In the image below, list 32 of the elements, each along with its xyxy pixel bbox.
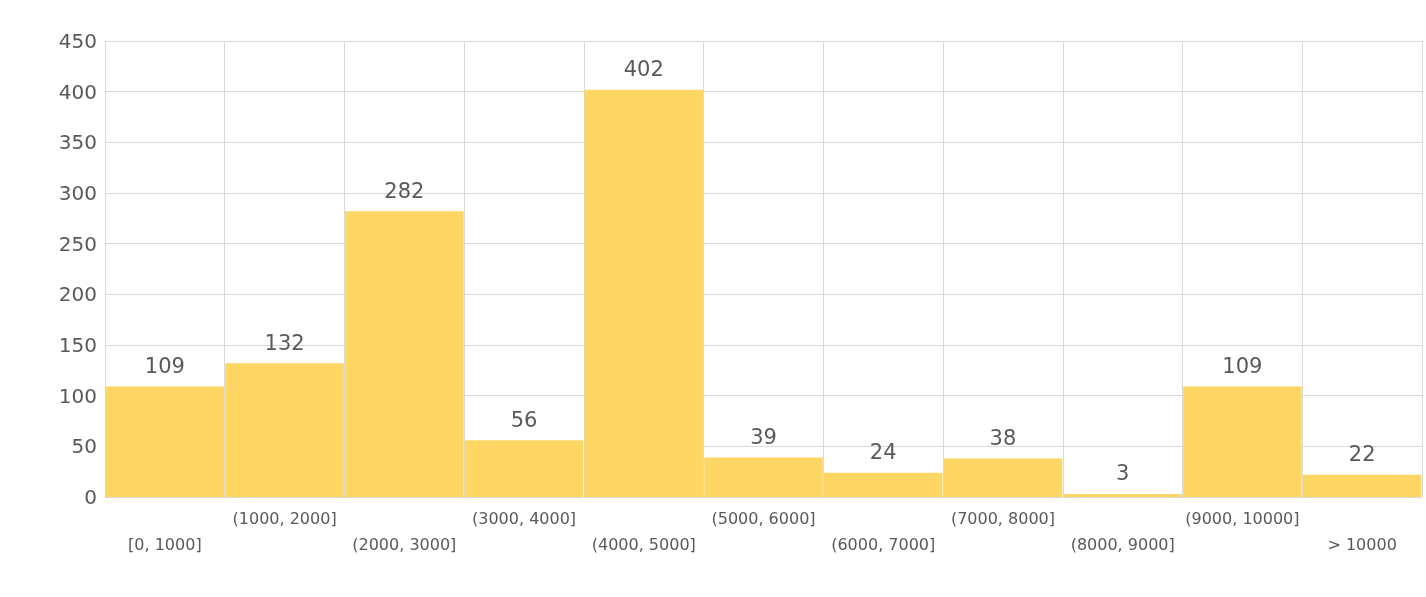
x-tick-label: (8000, 9000]: [1070, 534, 1175, 554]
x-tick-label: (6000, 7000]: [831, 534, 936, 554]
y-tick-label: 250: [58, 231, 97, 256]
data-label: 282: [384, 178, 425, 203]
y-tick-label: 350: [58, 130, 97, 155]
x-tick-label: (1000, 2000]: [232, 508, 337, 528]
x-tick-label: [0, 1000]: [128, 534, 202, 554]
data-label: 402: [623, 57, 664, 82]
data-label: 24: [869, 440, 897, 465]
x-tick-label: > 10000: [1327, 534, 1397, 554]
x-tick-label: (2000, 3000]: [352, 534, 457, 554]
data-label: 109: [144, 354, 185, 379]
data-label: 38: [989, 425, 1017, 450]
y-tick-label: 450: [58, 29, 97, 53]
y-tick-label: 100: [58, 383, 97, 408]
data-label: 22: [1348, 442, 1376, 467]
x-tick-label: (3000, 4000]: [472, 508, 577, 528]
data-label: 39: [750, 424, 777, 449]
x-tick-label: (9000, 10000]: [1185, 508, 1300, 528]
y-tick-label: 300: [58, 181, 97, 205]
x-tick-label: (5000, 6000]: [711, 508, 816, 528]
x-tick-label: (7000, 8000]: [950, 508, 1055, 528]
y-tick-label: 400: [58, 79, 97, 104]
data-label: 109: [1222, 354, 1263, 379]
y-tick-label: 200: [58, 282, 97, 307]
x-tick-label: (4000, 5000]: [591, 534, 696, 554]
data-label: 56: [510, 407, 538, 432]
y-tick-label: 50: [71, 434, 97, 459]
y-tick-label: 0: [84, 485, 97, 509]
data-label: 3: [1115, 461, 1130, 486]
y-tick-label: 150: [58, 333, 97, 357]
data-label: 132: [264, 330, 305, 355]
